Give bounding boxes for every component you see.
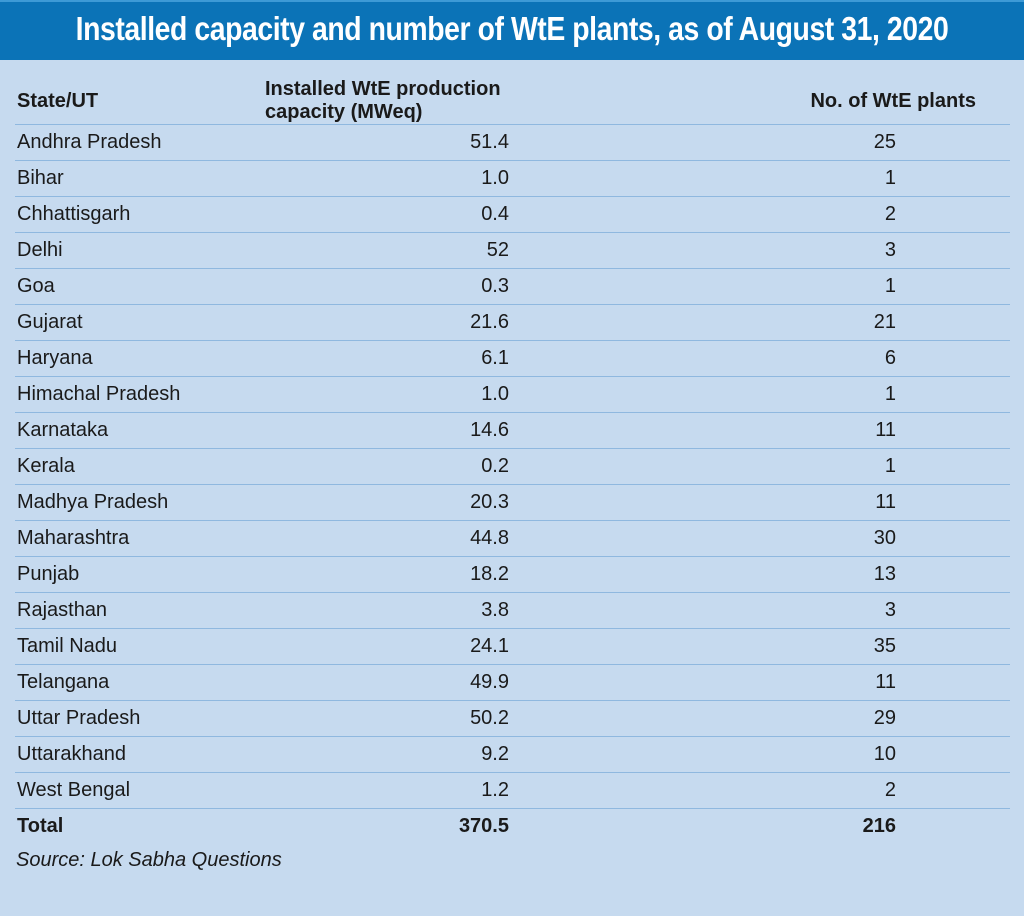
- state-cell: Kerala: [15, 448, 255, 485]
- table-row: Tamil Nadu 24.1 35: [15, 628, 1010, 665]
- plants-cell: 13: [509, 556, 1010, 593]
- capacity-cell: 0.4: [255, 196, 509, 233]
- table-row: Haryana 6.1 6: [15, 340, 1010, 377]
- plants-cell: 25: [509, 124, 1010, 161]
- table-row: Madhya Pradesh 20.3 11: [15, 484, 1010, 521]
- plants-cell: 11: [509, 484, 1010, 521]
- state-cell: Maharashtra: [15, 520, 255, 557]
- plants-cell: 10: [509, 736, 1010, 773]
- wte-table: State/UT Installed WtE production capaci…: [15, 78, 1010, 844]
- table-row: Bihar 1.0 1: [15, 160, 1010, 197]
- state-cell: West Bengal: [15, 772, 255, 809]
- table-row: Uttarakhand 9.2 10: [15, 736, 1010, 773]
- state-cell: Chhattisgarh: [15, 196, 255, 233]
- capacity-cell: 0.3: [255, 268, 509, 305]
- table-row: Rajasthan 3.8 3: [15, 592, 1010, 629]
- table-row: Gujarat 21.6 21: [15, 304, 1010, 341]
- state-cell: Haryana: [15, 340, 255, 377]
- state-cell: Tamil Nadu: [15, 628, 255, 665]
- state-cell: Punjab: [15, 556, 255, 593]
- table-row: Karnataka 14.6 11: [15, 412, 1010, 449]
- column-header-plants: No. of WtE plants: [509, 78, 1010, 125]
- capacity-cell: 9.2: [255, 736, 509, 773]
- column-header-capacity: Installed WtE production capacity (MWeq): [255, 78, 509, 125]
- capacity-cell: 14.6: [255, 412, 509, 449]
- state-cell: Telangana: [15, 664, 255, 701]
- capacity-cell: 20.3: [255, 484, 509, 521]
- state-cell: Himachal Pradesh: [15, 376, 255, 413]
- capacity-cell: 1.0: [255, 376, 509, 413]
- capacity-cell: 0.2: [255, 448, 509, 485]
- plants-cell: 30: [509, 520, 1010, 557]
- total-label: Total: [17, 815, 64, 837]
- state-cell: Uttar Pradesh: [15, 700, 255, 737]
- table-row: Chhattisgarh 0.4 2: [15, 196, 1010, 233]
- state-cell: Madhya Pradesh: [15, 484, 255, 521]
- plants-cell: 11: [509, 412, 1010, 449]
- table-row: West Bengal 1.2 2: [15, 772, 1010, 809]
- state-cell: Delhi: [15, 232, 255, 269]
- capacity-cell: 6.1: [255, 340, 509, 377]
- plants-cell: 11: [509, 664, 1010, 701]
- plants-cell: 21: [509, 304, 1010, 341]
- total-row: Total 370.5 216: [15, 809, 1010, 845]
- table-row: Kerala 0.2 1: [15, 448, 1010, 485]
- capacity-cell: 49.9: [255, 664, 509, 701]
- plants-cell: 29: [509, 700, 1010, 737]
- plants-cell: 2: [509, 772, 1010, 809]
- state-cell: Bihar: [15, 160, 255, 197]
- capacity-cell: 50.2: [255, 700, 509, 737]
- plants-cell: 1: [509, 268, 1010, 305]
- capacity-cell: 24.1: [255, 628, 509, 665]
- state-cell: Andhra Pradesh: [15, 124, 255, 161]
- header-row: State/UT Installed WtE production capaci…: [15, 78, 1010, 125]
- state-cell: Uttarakhand: [15, 736, 255, 773]
- source-note: Source: Lok Sabha Questions: [16, 849, 282, 871]
- table-row: Maharashtra 44.8 30: [15, 520, 1010, 557]
- table-row: Goa 0.3 1: [15, 268, 1010, 305]
- total-capacity: 370.5: [458, 815, 509, 837]
- state-cell: Goa: [15, 268, 255, 305]
- plants-cell: 6: [509, 340, 1010, 377]
- plants-cell: 2: [509, 196, 1010, 233]
- capacity-cell: 44.8: [255, 520, 509, 557]
- plants-cell: 3: [509, 592, 1010, 629]
- capacity-cell: 1.2: [255, 772, 509, 809]
- table-row: Punjab 18.2 13: [15, 556, 1010, 593]
- table-row: Uttar Pradesh 50.2 29: [15, 700, 1010, 737]
- plants-cell: 1: [509, 160, 1010, 197]
- column-header-state: State/UT: [15, 78, 255, 125]
- table-title: Installed capacity and number of WtE pla…: [75, 10, 949, 47]
- title-bar: Installed capacity and number of WtE pla…: [0, 0, 1024, 60]
- state-cell: Karnataka: [15, 412, 255, 449]
- capacity-cell: 1.0: [255, 160, 509, 197]
- capacity-cell: 52: [255, 232, 509, 269]
- table-row: Delhi 52 3: [15, 232, 1010, 269]
- plants-cell: 35: [509, 628, 1010, 665]
- capacity-cell: 18.2: [255, 556, 509, 593]
- state-cell: Gujarat: [15, 304, 255, 341]
- plants-cell: 3: [509, 232, 1010, 269]
- total-plants: 216: [862, 815, 896, 837]
- capacity-cell: 21.6: [255, 304, 509, 341]
- plants-cell: 1: [509, 448, 1010, 485]
- capacity-cell: 51.4: [255, 124, 509, 161]
- plants-cell: 1: [509, 376, 1010, 413]
- capacity-cell: 3.8: [255, 592, 509, 629]
- state-cell: Rajasthan: [15, 592, 255, 629]
- table-row: Himachal Pradesh 1.0 1: [15, 376, 1010, 413]
- table-row: Telangana 49.9 11: [15, 664, 1010, 701]
- table-row: Andhra Pradesh 51.4 25: [15, 124, 1010, 161]
